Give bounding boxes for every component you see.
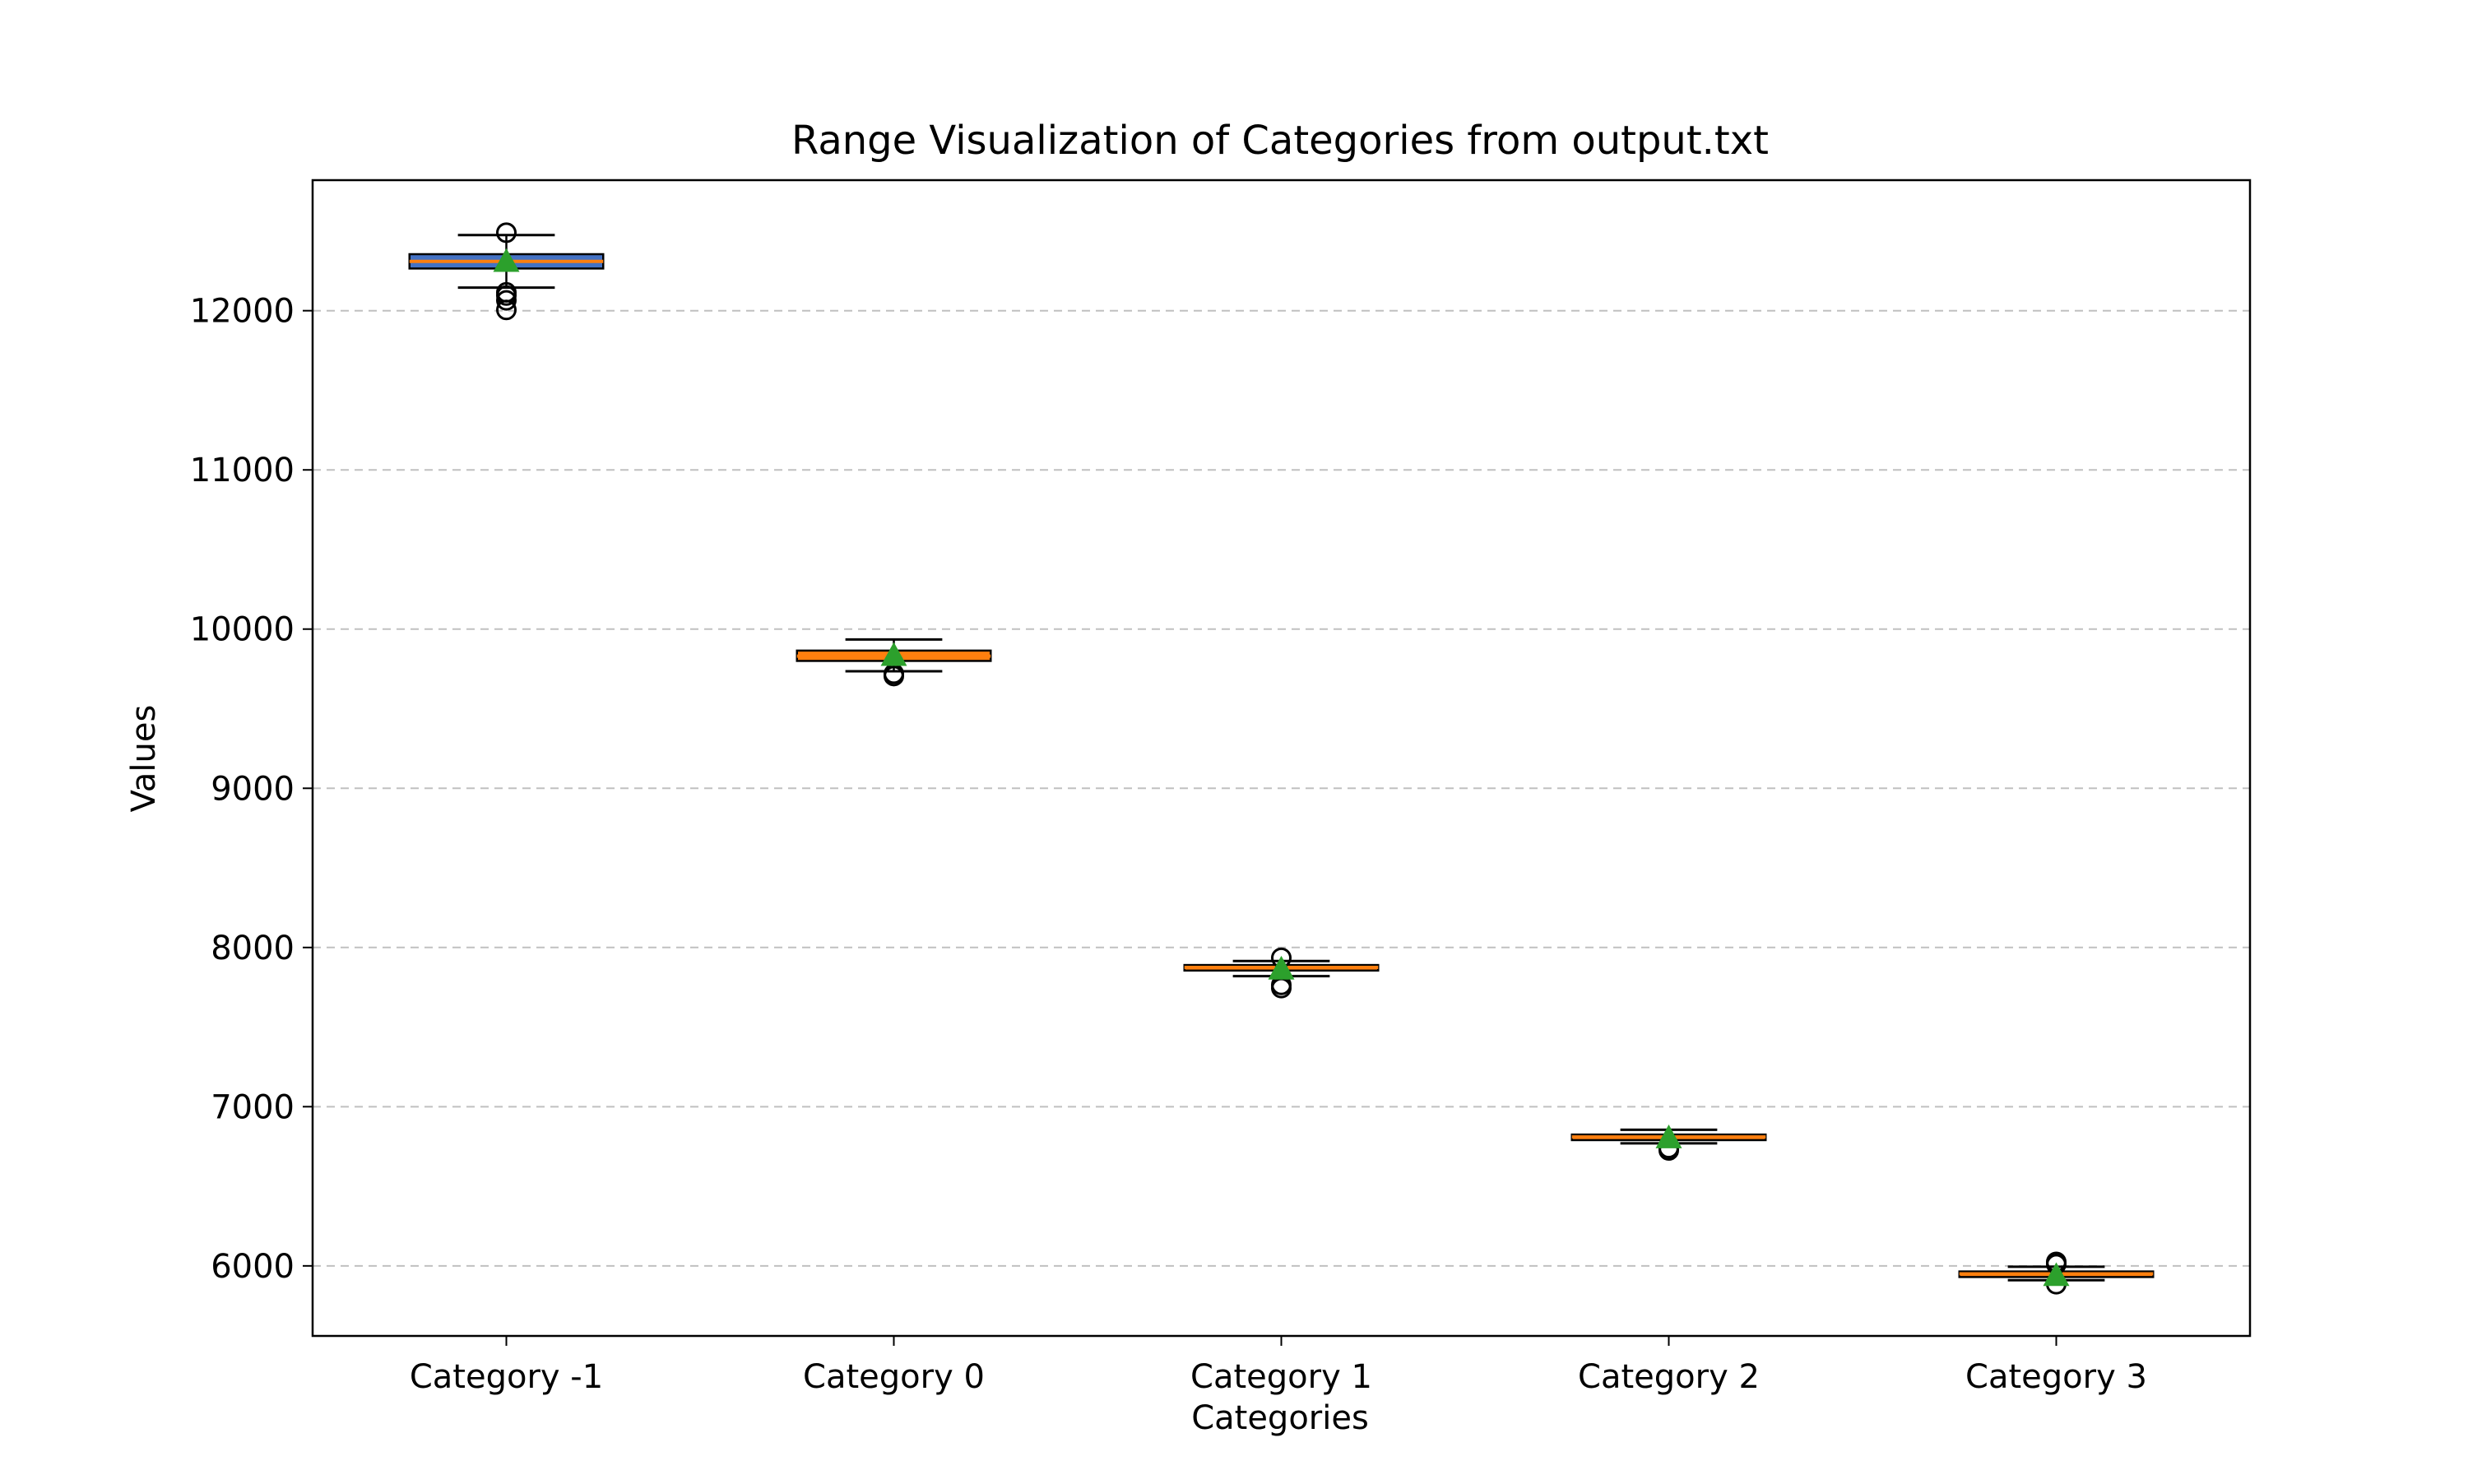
mean-marker [1655, 1125, 1682, 1148]
y-axis-label: Values [125, 705, 163, 813]
outlier-point [496, 299, 517, 321]
outlier-point [884, 665, 904, 687]
box-category--1 [408, 222, 605, 321]
x-tick-label: Category 3 [1965, 1358, 2147, 1396]
x-tick-label: Category 2 [1578, 1358, 1760, 1396]
y-tick-label: 11000 [190, 452, 295, 489]
gridlines [313, 309, 2250, 1267]
mean-marker [1268, 955, 1295, 980]
box-category-0 [796, 638, 992, 687]
y-tick-label: 9000 [211, 770, 295, 808]
box-category-3 [1958, 1251, 2155, 1295]
box-category-1 [1183, 947, 1380, 999]
y-tick-label: 7000 [211, 1088, 295, 1126]
x-axis-label: Categories [1191, 1399, 1369, 1437]
boxes-group [408, 222, 2155, 1295]
mean-marker [2043, 1262, 2070, 1287]
box-category-2 [1570, 1125, 1767, 1162]
chart-title: Range Visualization of Categories from o… [791, 118, 1769, 164]
y-tick-label: 12000 [190, 293, 295, 331]
x-tick-label: Category 0 [803, 1358, 985, 1396]
outlier-point [496, 222, 517, 243]
mean-marker [880, 642, 907, 666]
y-tick-label: 6000 [211, 1248, 295, 1286]
mean-marker [493, 248, 520, 272]
axes-group: 6000 7000 8000 9000 10000 11000 12000 Category … [190, 179, 2252, 1396]
x-tick-label: Category 1 [1190, 1358, 1372, 1396]
outlier-point [496, 290, 517, 311]
y-tick-label: 10000 [190, 611, 295, 649]
y-tick-label: 8000 [211, 930, 295, 967]
x-tick-label: Category -1 [410, 1358, 603, 1396]
